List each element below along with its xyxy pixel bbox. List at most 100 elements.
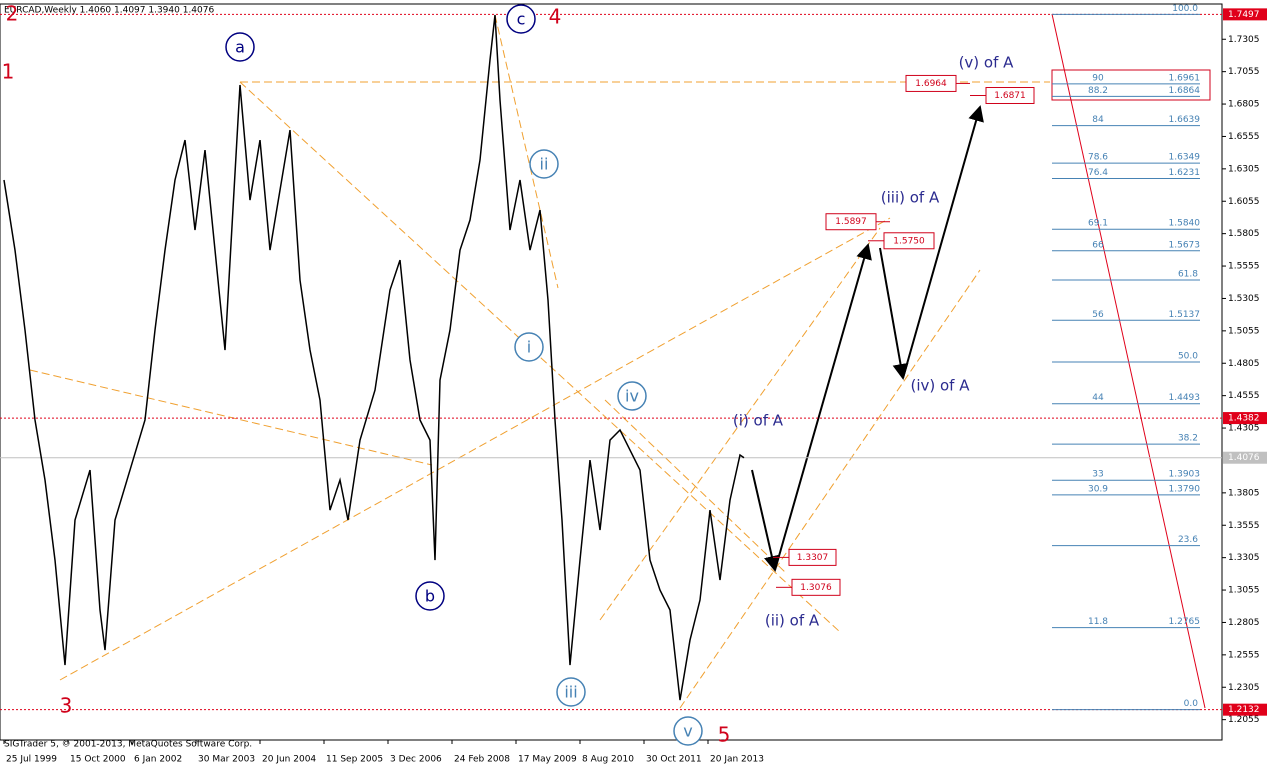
- wave-circled-label: ii: [540, 155, 549, 174]
- red-diagonal: [1051, 13, 1206, 709]
- target-label: 1.3307: [797, 553, 829, 563]
- x-tick-label: 30 Oct 2011: [646, 755, 702, 765]
- y-tick-label: 1.7305: [1228, 35, 1260, 45]
- fib-level: 56: [1092, 310, 1104, 320]
- trend-line: [599, 227, 881, 621]
- wave-count: 4: [549, 5, 562, 29]
- fib-level: 100.0: [1172, 4, 1198, 14]
- y-tick-label: 1.4555: [1228, 391, 1260, 401]
- fib-level: 44: [1092, 393, 1104, 403]
- fib-level: 84: [1092, 115, 1104, 125]
- fib-level: 78.6: [1088, 153, 1108, 163]
- fib-level: 11.8: [1088, 617, 1108, 627]
- x-tick-label: 6 Jan 2002: [134, 755, 182, 765]
- level-label: 1.2132: [1228, 705, 1260, 715]
- y-tick-label: 1.6555: [1228, 132, 1260, 142]
- arrow: [902, 105, 984, 379]
- wave-count: 5: [718, 723, 731, 747]
- y-tick-label: 1.5555: [1228, 262, 1260, 272]
- x-tick-label: 15 Oct 2000: [70, 755, 126, 765]
- y-tick-label: 1.7055: [1228, 67, 1260, 77]
- fib-price: 1.4493: [1169, 393, 1201, 403]
- y-tick-label: 1.2055: [1228, 715, 1260, 725]
- fib-price: 1.5840: [1169, 219, 1201, 229]
- trend-line: [29, 369, 433, 466]
- wave-circled-label: iv: [625, 387, 639, 406]
- y-tick-label: 1.2555: [1228, 650, 1260, 660]
- fib-price: 1.3903: [1169, 470, 1201, 480]
- wave-circle: [673, 716, 703, 746]
- wave-label: (i) of A: [733, 412, 784, 430]
- target-box: [791, 578, 841, 596]
- fib-price: 1.5137: [1169, 310, 1201, 320]
- x-tick-label: 20 Jan 2013: [710, 755, 764, 765]
- x-tick-label: 8 Aug 2010: [582, 755, 634, 765]
- wave-count: 1: [2, 60, 15, 84]
- x-tick-label: 17 May 2009: [518, 755, 577, 765]
- x-tick-label: 20 Jun 2004: [262, 755, 316, 765]
- arrow: [774, 243, 872, 571]
- plot-area: [0, 3, 1223, 741]
- y-tick-label: 1.6305: [1228, 164, 1260, 174]
- wave-circle: [529, 149, 559, 179]
- y-tick-label: 1.4305: [1228, 424, 1260, 434]
- wave-label: (ii) of A: [765, 612, 820, 630]
- level-label: 1.7497: [1228, 10, 1260, 20]
- target-label: 1.5750: [893, 236, 925, 246]
- target-box: [905, 74, 957, 92]
- wave-circled-label: i: [527, 338, 531, 357]
- wave-label: (iv) of A: [910, 377, 970, 395]
- trend-line: [604, 399, 786, 573]
- wave-count: 2: [6, 2, 19, 26]
- y-tick-label: 1.5055: [1228, 326, 1260, 336]
- wave-circle: [225, 32, 255, 62]
- last-price-tag: [1223, 451, 1267, 464]
- chart-footer: SIGTrader 5, © 2001-2013, MetaQuotes Sof…: [4, 740, 252, 750]
- fib-level: 61.8: [1178, 269, 1198, 279]
- fib-level: 66: [1092, 240, 1104, 250]
- target-box: [883, 232, 935, 250]
- y-tick-label: 1.2305: [1228, 683, 1260, 693]
- target-box: [788, 548, 837, 566]
- wave-circle: [415, 581, 445, 611]
- level-tag: [1223, 8, 1267, 21]
- x-tick-label: 24 Feb 2008: [454, 755, 510, 765]
- level-label: 1.4382: [1228, 414, 1260, 424]
- wave-circled-label: c: [517, 10, 526, 29]
- y-tick-label: 1.3055: [1228, 586, 1260, 596]
- target-box: [985, 86, 1035, 104]
- trend-line: [679, 269, 981, 709]
- fib-level: 38.2: [1178, 434, 1198, 444]
- y-tick-label: 1.5305: [1228, 294, 1260, 304]
- y-tick-label: 1.3555: [1228, 521, 1260, 531]
- fib-price: 1.5673: [1169, 240, 1201, 250]
- price-line: [3, 14, 745, 701]
- wave-circled-label: iii: [564, 683, 577, 702]
- x-tick-label: 25 Jul 1999: [6, 755, 57, 765]
- arrow: [751, 469, 780, 572]
- x-tick-label: 30 Mar 2003: [198, 755, 255, 765]
- wave-count: 3: [60, 694, 73, 718]
- wave-circled-label: a: [235, 38, 245, 57]
- wave-circled-label: b: [425, 587, 435, 606]
- fib-price: 1.3790: [1169, 484, 1201, 494]
- wave-label: (iii) of A: [881, 189, 940, 207]
- trend-line: [59, 217, 891, 681]
- wave-circle: [514, 332, 544, 362]
- y-tick-label: 1.5805: [1228, 229, 1260, 239]
- fib-level: 23.6: [1178, 535, 1198, 545]
- target-box: [825, 213, 877, 231]
- wave-circled-label: v: [683, 722, 692, 741]
- y-tick-label: 1.2805: [1228, 618, 1260, 628]
- fib-level: 30.9: [1088, 484, 1108, 494]
- projection-arrows: [751, 105, 984, 572]
- x-tick-label: 3 Dec 2006: [390, 755, 442, 765]
- wave-circle: [506, 4, 536, 34]
- arrow: [879, 247, 909, 380]
- level-tag: [1223, 412, 1267, 425]
- y-tick-label: 1.3305: [1228, 553, 1260, 563]
- target-label: 1.5897: [835, 217, 867, 227]
- trend-line: [239, 81, 841, 633]
- y-tick-label: 1.6055: [1228, 197, 1260, 207]
